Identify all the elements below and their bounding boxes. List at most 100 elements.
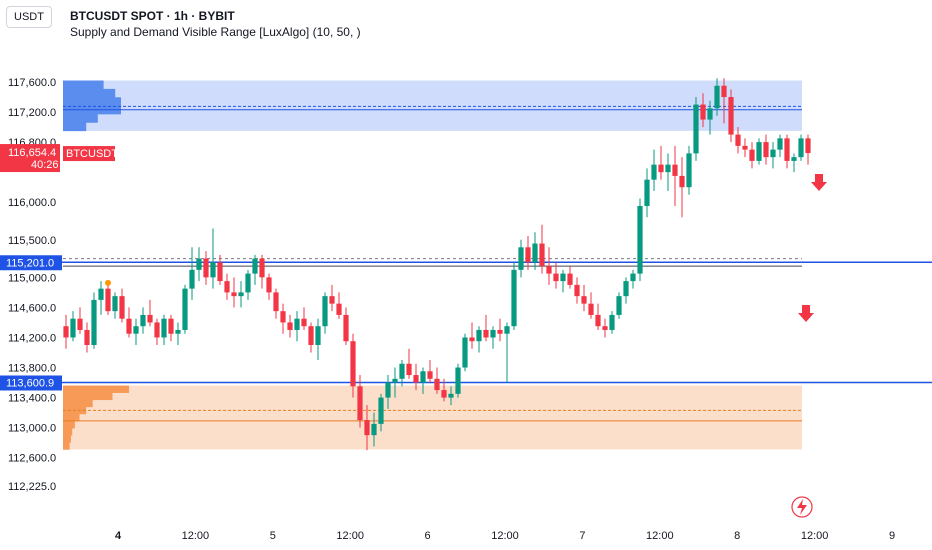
sell-arrow-icon (798, 305, 814, 322)
y-tick-label: 112,600.0 (8, 453, 56, 465)
candle-body (357, 386, 363, 421)
candle-body (763, 142, 769, 158)
candle-body (217, 262, 223, 282)
candle-body (224, 281, 230, 293)
candle-body (553, 273, 559, 282)
chart-legend: BTCUSDT SPOT · 1h · BYBIT Supply and Dem… (70, 8, 361, 40)
candle-body (231, 292, 237, 297)
candle-body (70, 318, 76, 338)
candle-body (651, 164, 657, 180)
x-tick-label: 12:00 (491, 530, 519, 542)
candle-body (287, 322, 293, 330)
candle-body (742, 145, 748, 150)
candle-body (252, 258, 258, 274)
candle-body (413, 375, 419, 383)
currency-button[interactable]: USDT (6, 6, 52, 28)
candle-body (84, 329, 90, 345)
candle-body (259, 258, 265, 278)
supply-profile-bar (63, 114, 98, 123)
candle-body (140, 314, 146, 327)
supply-profile-bar (63, 80, 104, 90)
indicator-line[interactable]: Supply and Demand Visible Range [LuxAlgo… (70, 25, 361, 39)
y-tick-label: 117,600.0 (8, 77, 56, 89)
x-tick-label: 9 (889, 530, 895, 542)
candle-body (644, 179, 650, 206)
candle-body (658, 164, 664, 173)
candle-body (189, 269, 195, 289)
candle-body (609, 314, 615, 330)
level-price-text: 113,600.9 (6, 377, 54, 389)
candle-body (133, 326, 139, 334)
demand-profile-bar (63, 385, 129, 393)
level-price-label (0, 375, 62, 391)
y-tick-label: 114,600.0 (8, 302, 56, 314)
x-tick-label: 5 (270, 530, 276, 542)
symbol-line[interactable]: BTCUSDT SPOT · 1h · BYBIT (70, 9, 235, 23)
candle-body (406, 363, 412, 376)
x-tick-label: 7 (579, 530, 585, 542)
candle-body (273, 292, 279, 312)
level-price-text: 115,201.0 (6, 257, 54, 269)
y-tick-label: 114,200.0 (8, 332, 56, 344)
demand-profile-bar (63, 435, 71, 443)
candle-body (203, 258, 209, 278)
current-price-text: 116,654.4 (8, 147, 56, 159)
current-price-label (0, 144, 60, 173)
candle-body (497, 329, 503, 334)
candle-body (574, 284, 580, 297)
supply-profile-bar (63, 97, 121, 106)
candle-body (182, 288, 188, 330)
candle-body (791, 157, 797, 161)
candle-body (679, 175, 685, 188)
y-tick-label: 113,400.0 (8, 393, 56, 405)
candle-body (315, 326, 321, 345)
candle-body (476, 329, 482, 342)
demand-profile-bar (63, 428, 73, 436)
level-price-label (0, 255, 62, 271)
y-tick-label: 112,225.0 (8, 481, 56, 493)
candle-body (546, 266, 552, 274)
candle-body (490, 329, 496, 338)
candle-body (420, 371, 426, 383)
y-tick-label: 115,000.0 (8, 272, 56, 284)
candle-body (714, 85, 720, 109)
candle-body (721, 85, 727, 98)
x-tick-label: 12:00 (801, 530, 829, 542)
supply-profile-bar (63, 88, 116, 98)
candle-body (693, 104, 699, 154)
candle-body (539, 243, 545, 267)
supply-profile-bar (63, 122, 87, 132)
x-tick-label: 12:00 (646, 530, 674, 542)
candle-body (238, 292, 244, 297)
lightning-icon-glyph (797, 499, 807, 515)
candle-body (119, 296, 125, 319)
candle-body (266, 277, 272, 293)
candle-body (469, 337, 475, 342)
candle-body (665, 164, 671, 173)
candle-body (798, 138, 804, 158)
demand-profile-bar (63, 421, 75, 429)
candle-body (350, 341, 356, 387)
candle-body (196, 258, 202, 270)
candle-body (308, 326, 314, 345)
candle-body (504, 326, 510, 334)
y-tick-label: 113,800.0 (8, 363, 56, 375)
candle-body (434, 378, 440, 391)
candle-body (735, 134, 741, 146)
candle-body (567, 273, 573, 285)
candle-body (588, 303, 594, 315)
candle-body (707, 108, 713, 120)
countdown-text: 40:26 (31, 159, 59, 171)
candle-body (371, 423, 377, 436)
candle-body (210, 262, 216, 278)
candle-body (623, 281, 629, 297)
candle-body (91, 299, 97, 345)
candle-body (280, 311, 286, 323)
candle-body (770, 149, 776, 158)
y-tick-label: 113,000.0 (8, 423, 56, 435)
candle-body (175, 329, 181, 334)
candle-body (126, 318, 132, 334)
candle-body (329, 296, 335, 304)
candle-body (105, 288, 111, 312)
